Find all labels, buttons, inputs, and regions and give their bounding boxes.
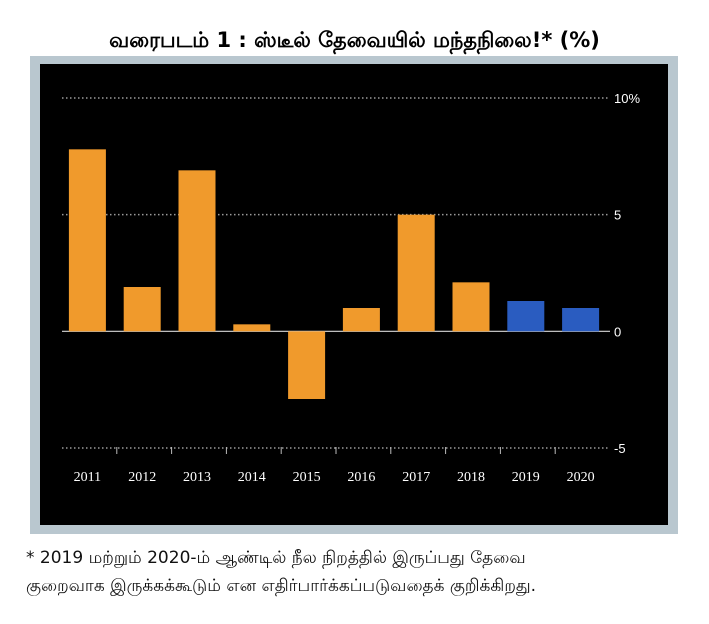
bar-2014 — [233, 324, 271, 332]
bar-2020 — [562, 308, 600, 332]
chart-title: வரைபடம் 1 : ஸ்டீல் தேவையில் மந்தநிலை!* (… — [109, 28, 600, 52]
bar-2013 — [178, 170, 216, 332]
x-tick-label: 2017 — [402, 470, 430, 485]
x-tick-label: 2011 — [74, 470, 101, 485]
x-tick-label: 2012 — [128, 470, 156, 485]
bar-2016 — [342, 308, 380, 332]
x-tick-label: 2013 — [183, 470, 211, 485]
footnote: * 2019 மற்றும் 2020-ம் ஆண்டில் நீல நிறத்… — [26, 544, 696, 600]
bar-2015 — [288, 331, 326, 399]
x-tick-label: 2015 — [293, 470, 321, 485]
x-tick-label: 2019 — [512, 470, 540, 485]
bar-2012 — [123, 287, 161, 332]
footnote-line-1: * 2019 மற்றும் 2020-ம் ஆண்டில் நீல நிறத்… — [26, 548, 526, 568]
footnote-line-2: குறைவாக இருக்கக்கூடும் என எதிர்பார்க்கப்… — [26, 576, 537, 596]
x-tick-label: 2020 — [567, 470, 595, 485]
y-tick-label: 5 — [614, 208, 621, 223]
bar-2019 — [507, 301, 545, 332]
y-tick-label: 0 — [614, 324, 621, 339]
bar-2011 — [68, 149, 106, 332]
x-tick-label: 2016 — [347, 470, 375, 485]
bar-2018 — [452, 282, 490, 332]
chart-panel: 10% 5 0 -5 2011 2012 2013 2014 2015 2016 2017 2018 2… — [40, 64, 668, 525]
bar-2017 — [397, 214, 435, 332]
x-tick-label: 2014 — [238, 470, 266, 485]
y-tick-label: 10% — [614, 91, 640, 106]
y-tick-label: -5 — [614, 441, 626, 456]
x-tick-label: 2018 — [457, 470, 485, 485]
